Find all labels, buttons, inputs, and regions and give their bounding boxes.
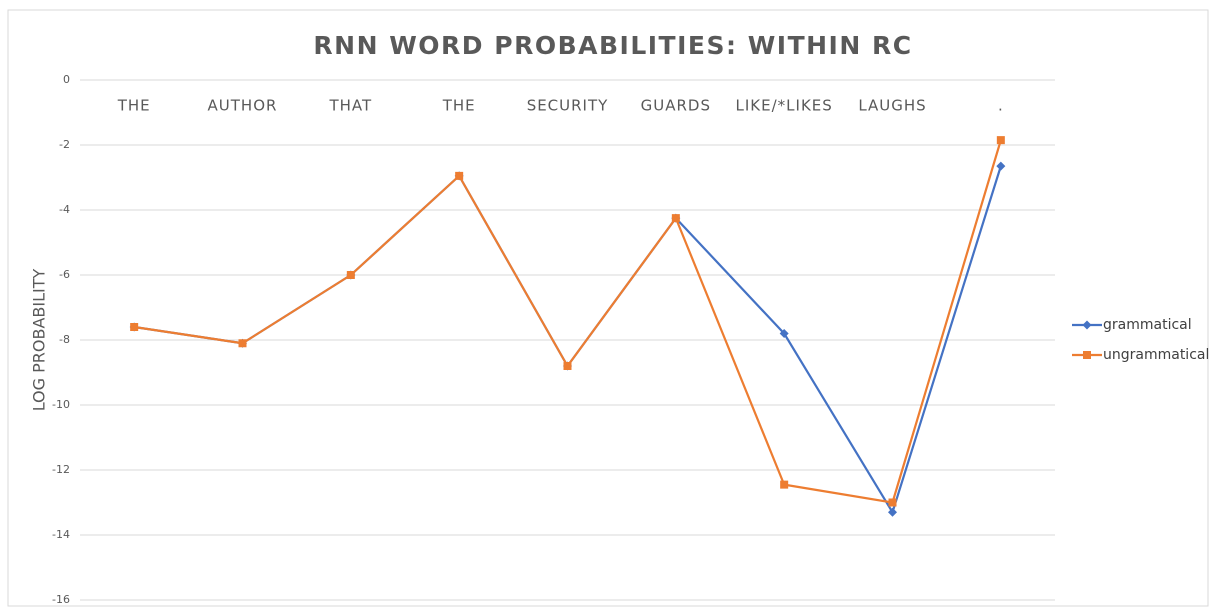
x-tick-label: LIKE/*LIKES <box>736 97 833 115</box>
marker <box>671 214 680 223</box>
marker <box>1082 320 1092 330</box>
marker <box>996 136 1005 145</box>
x-tick-label: THE <box>442 97 476 115</box>
y-tick-label: -16 <box>52 593 70 606</box>
y-tick-label: -4 <box>59 203 70 216</box>
chart-title: RNN WORD PROBABILITIES: WITHIN RC <box>313 31 912 60</box>
y-tick-label: 0 <box>63 73 70 86</box>
marker <box>455 171 464 180</box>
marker <box>996 161 1006 171</box>
marker <box>238 339 247 348</box>
marker <box>888 498 897 507</box>
x-tick-label: SECURITY <box>527 97 609 115</box>
chart-border <box>7 9 1209 607</box>
marker <box>563 362 572 370</box>
x-tick-label: LAUGHS <box>858 97 926 115</box>
x-tick-label: . <box>998 97 1004 115</box>
y-tick-label: -2 <box>59 138 70 151</box>
y-tick-label: -12 <box>52 463 70 476</box>
x-tick-label: THE <box>117 97 151 115</box>
marker <box>1083 351 1091 359</box>
x-tick-label: THAT <box>328 97 372 115</box>
x-tick-label: GUARDS <box>641 97 711 115</box>
marker <box>130 323 139 331</box>
legend-label: ungrammatical <box>1103 347 1209 363</box>
legend-label: grammatical <box>1103 317 1192 333</box>
y-tick-label: -8 <box>59 333 70 346</box>
marker <box>346 271 355 279</box>
marker <box>779 329 789 338</box>
y-tick-label: -14 <box>52 528 70 541</box>
y-axis-label: LOG PROBABILITY <box>30 268 49 411</box>
x-tick-label: AUTHOR <box>208 97 278 115</box>
y-tick-label: -6 <box>59 268 70 281</box>
marker <box>888 507 897 517</box>
y-tick-label: -10 <box>52 398 70 411</box>
marker <box>780 480 789 489</box>
